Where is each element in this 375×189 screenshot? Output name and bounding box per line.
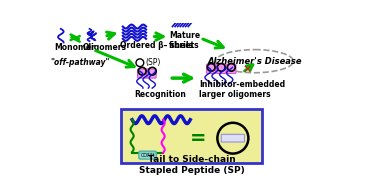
Text: ×: × — [242, 64, 252, 74]
Text: Inhibitor-embedded
larger oligomers: Inhibitor-embedded larger oligomers — [199, 80, 285, 99]
Text: "off-pathway": "off-pathway" — [51, 58, 110, 67]
Text: Recognition: Recognition — [135, 90, 186, 99]
Text: Alzheimer's Disease: Alzheimer's Disease — [207, 57, 302, 66]
Text: CONH: CONH — [140, 153, 155, 158]
FancyBboxPatch shape — [147, 69, 156, 78]
Text: Ordered β– sheets: Ordered β– sheets — [120, 41, 199, 50]
Text: Oligomers: Oligomers — [82, 43, 126, 52]
FancyBboxPatch shape — [226, 64, 236, 74]
Text: Monomer: Monomer — [55, 43, 96, 52]
Text: (SP): (SP) — [145, 58, 160, 67]
FancyBboxPatch shape — [217, 64, 226, 74]
FancyBboxPatch shape — [120, 109, 262, 163]
FancyBboxPatch shape — [138, 69, 147, 78]
FancyBboxPatch shape — [207, 64, 216, 74]
Text: Mature
fibrils: Mature fibrils — [170, 31, 201, 50]
Text: Tail to Side-chain
Stapled Peptide (SP): Tail to Side-chain Stapled Peptide (SP) — [138, 155, 244, 174]
Text: =: = — [190, 129, 206, 148]
FancyBboxPatch shape — [221, 134, 245, 142]
